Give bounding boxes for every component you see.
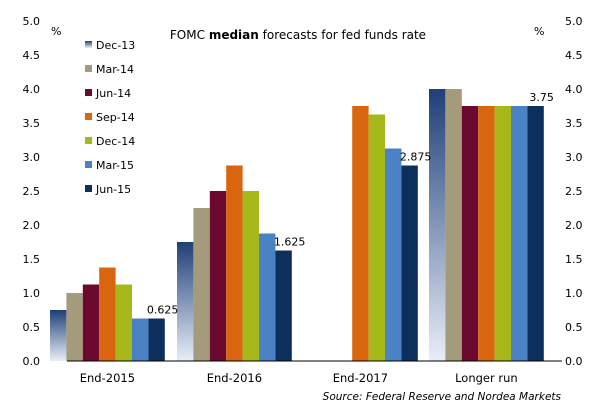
legend-swatch-dec-14: [85, 137, 92, 144]
y-tick-label-right: 4.5: [565, 49, 583, 62]
bar-end-2015-jun-14: [82, 284, 100, 361]
bar-end-2016-jun-14: [209, 191, 227, 361]
bar-end-2016-dec-14: [242, 191, 259, 361]
y-tick-label-left: 3.5: [23, 117, 41, 130]
y-tick-label-left: 4.0: [23, 83, 41, 96]
legend-swatch-mar-15: [85, 161, 92, 168]
bar-end-2016-dec-13: [177, 242, 194, 361]
x-category-label: End-2016: [207, 371, 262, 385]
bar-longer-run-dec-14: [494, 106, 511, 361]
bar-end-2015-sep-14: [99, 267, 116, 361]
bar-end-2017-sep-14: [352, 106, 369, 361]
y-tick-label-left: 0.0: [23, 355, 41, 368]
legend-label-dec-13: Dec-13: [96, 39, 135, 52]
bar-longer-run-mar-15: [511, 106, 528, 361]
y-tick-label-left: 2.0: [23, 219, 41, 232]
bar-end-2017-dec-14: [368, 114, 385, 361]
legend-label-mar-14: Mar-14: [96, 63, 134, 76]
legend: Dec-13 Mar-14 Jun-14 Sep-14 Dec-14 Mar-15 Jun-…: [85, 39, 135, 196]
legend-label-mar-15: Mar-15: [96, 159, 134, 172]
bar-longer-run-mar-14: [445, 89, 462, 361]
legend-swatch-sep-14: [85, 113, 92, 120]
source-note: Source: Federal Reserve and Nordea Marke…: [323, 391, 562, 403]
y-tick-label-right: 2.5: [565, 185, 583, 198]
y-tick-label-left: 1.0: [23, 287, 41, 300]
x-axis-categories: End-2015 End-2016 End-2017 Longer run: [80, 371, 518, 385]
y-tick-label-left: 3.0: [23, 151, 41, 164]
bar-longer-run-jun-14: [461, 106, 479, 361]
bar-series-group: [50, 89, 544, 361]
y-tick-label-left: 1.5: [23, 253, 41, 266]
chart-title: FOMC median forecasts for fed funds rate: [170, 28, 426, 42]
bar-longer-run-dec-13: [429, 89, 446, 361]
y-tick-label-right: 4.0: [565, 83, 583, 96]
bar-end-2016-mar-15: [259, 233, 276, 361]
bar-end-2017-mar-15: [385, 148, 402, 361]
bar-end-2015-mar-15: [132, 318, 149, 361]
bar-longer-run-sep-14: [478, 106, 495, 361]
legend-label-jun-15: Jun-15: [95, 183, 131, 196]
right-unit-label: %: [534, 25, 544, 38]
x-category-label: Longer run: [455, 371, 518, 385]
legend-swatch-jun-14: [85, 89, 92, 96]
bar-end-2015-dec-13: [50, 310, 67, 361]
data-label-end-2016: 1.625: [274, 236, 306, 249]
y-tick-label-right: 5.0: [565, 15, 583, 28]
left-unit-label: %: [51, 25, 61, 38]
x-category-label: End-2017: [333, 371, 388, 385]
data-label-end-2015: 0.625: [147, 304, 179, 317]
x-category-label: End-2015: [80, 371, 135, 385]
left-y-axis: 0.0 0.5 1.0 1.5 2.0 2.5 3.0 3.5 4.0 4.5 5.0: [23, 15, 41, 368]
bar-end-2015-jun-15: [148, 318, 165, 361]
legend-label-sep-14: Sep-14: [96, 111, 135, 124]
bar-longer-run-jun-15: [527, 106, 544, 361]
y-tick-label-right: 3.5: [565, 117, 583, 130]
bar-end-2015-mar-14: [66, 293, 83, 361]
bar-end-2016-sep-14: [226, 165, 243, 361]
data-label-end-2017: 2.875: [400, 151, 432, 164]
bar-end-2015-dec-14: [115, 284, 132, 361]
y-tick-label-left: 5.0: [23, 15, 41, 28]
data-labels: 0.625 1.625 2.875 3.75: [147, 91, 554, 317]
legend-swatch-mar-14: [85, 65, 92, 72]
bar-end-2017-jun-15: [401, 165, 418, 361]
y-tick-label-right: 3.0: [565, 151, 583, 164]
legend-label-dec-14: Dec-14: [96, 135, 135, 148]
legend-swatch-jun-15: [85, 185, 92, 192]
y-tick-label-right: 1.5: [565, 253, 583, 266]
bar-end-2016-mar-14: [193, 208, 210, 361]
legend-label-jun-14: Jun-14: [95, 87, 131, 100]
y-tick-label-right: 2.0: [565, 219, 583, 232]
data-label-longer-run: 3.75: [529, 91, 554, 104]
y-tick-label-right: 0.5: [565, 321, 583, 334]
bar-end-2016-jun-15: [275, 250, 292, 361]
legend-swatch-dec-13: [85, 41, 92, 48]
y-tick-label-left: 4.5: [23, 49, 41, 62]
y-tick-label-left: 0.5: [23, 321, 41, 334]
y-tick-label-left: 2.5: [23, 185, 41, 198]
y-tick-label-right: 0.0: [565, 355, 583, 368]
right-y-axis: 0.0 0.5 1.0 1.5 2.0 2.5 3.0 3.5 4.0 4.5 5.0: [565, 15, 583, 368]
y-tick-label-right: 1.0: [565, 287, 583, 300]
